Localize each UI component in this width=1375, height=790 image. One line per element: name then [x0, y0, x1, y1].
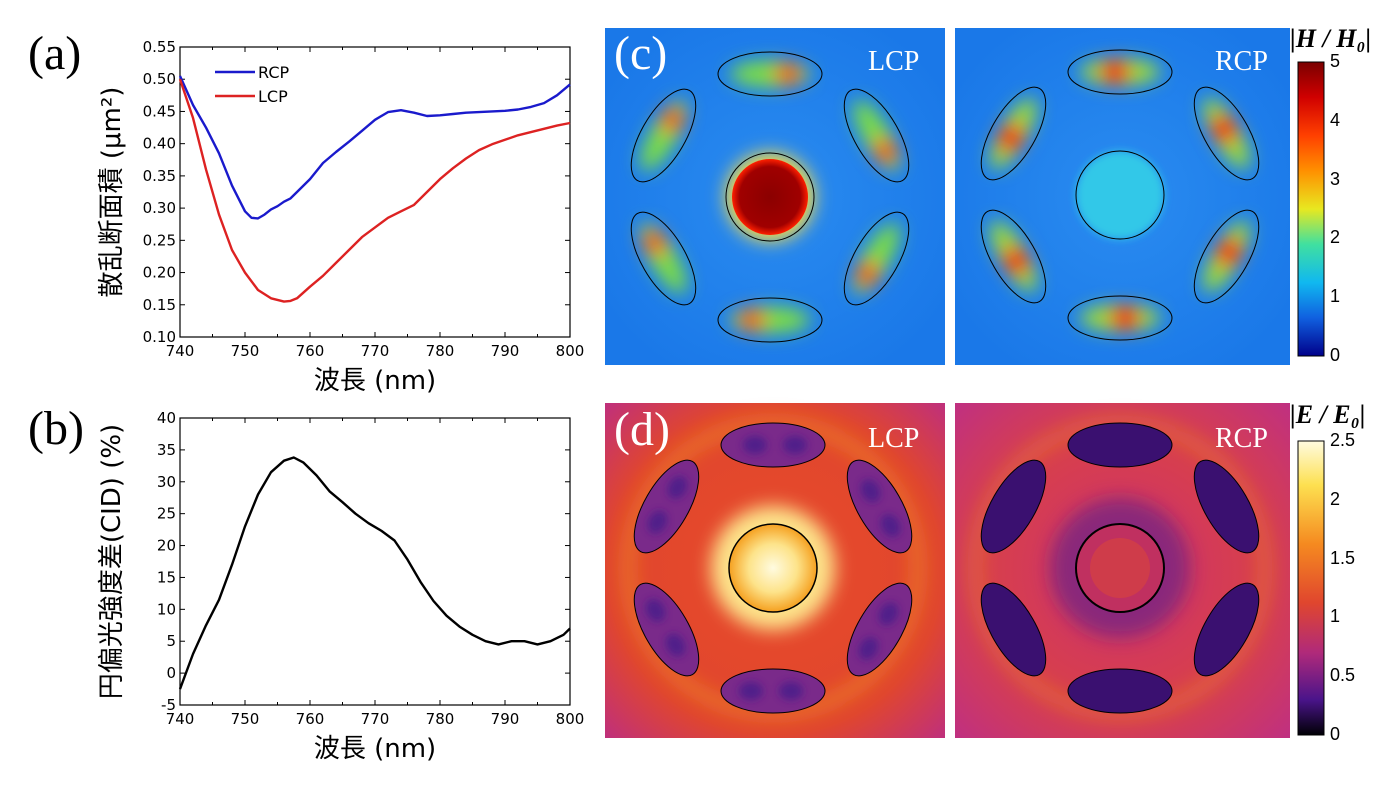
colorbar-tick-label: 0 [1330, 345, 1341, 365]
colorbar-h [1297, 61, 1325, 357]
colorbar-e [1297, 440, 1325, 736]
x-tick-label: 800 [556, 342, 585, 360]
y-tick-label: 0.30 [143, 199, 176, 217]
map-c-rcp-label: RCP [1215, 46, 1268, 77]
y-tick-label: 0.35 [143, 167, 176, 185]
chart-b-cid: 740 750 760 770 780 790 800 -5 0 5 10 15 20 25 30 35 40 波… [97, 409, 585, 764]
x-tick-label: 800 [556, 710, 585, 728]
y-tick-label: 0.40 [143, 135, 176, 153]
x-tick-label: 790 [491, 342, 520, 360]
map-d-rcp-label: RCP [1215, 423, 1268, 454]
y-tick-label: 0.20 [143, 264, 176, 282]
colorbar-tick-label: 2 [1330, 488, 1341, 509]
y-axis-label: 散乱断面積 (μm²) [97, 87, 127, 298]
y-tick-label: 5 [166, 632, 176, 650]
field-maps [605, 28, 1325, 738]
x-tick-label: 780 [426, 342, 455, 360]
x-tick-label: 770 [361, 710, 390, 728]
y-tick-label: 0.10 [143, 328, 176, 346]
colorbar-tick-label: 1 [1330, 606, 1341, 627]
plot-frame [179, 46, 571, 338]
y-tick-label: 0 [166, 664, 176, 682]
y-tick-label: 10 [157, 600, 176, 618]
map-d-lcp-label: LCP [868, 423, 920, 454]
y-tick-label: 35 [157, 441, 176, 459]
x-axis-label: 波長 (nm) [314, 734, 436, 764]
map-c-rcp [955, 28, 1290, 365]
x-tick-label: 740 [166, 710, 195, 728]
plot-frame [179, 417, 571, 706]
y-tick-label: 30 [157, 473, 176, 491]
y-tick-label: 0.55 [143, 38, 176, 56]
y-tick-label: 0.15 [143, 296, 176, 314]
x-tick-label: 780 [426, 710, 455, 728]
x-tick-label: 750 [231, 710, 260, 728]
x-tick-label: 760 [296, 342, 325, 360]
y-tick-label: 15 [157, 568, 176, 586]
y-tick-label: -5 [161, 696, 176, 714]
series-line-lcp [178, 78, 571, 303]
y-tick-label: 40 [157, 409, 176, 427]
y-tick-label: 0.50 [143, 70, 176, 88]
panel-label-d: (d) [614, 403, 670, 456]
legend-label-rcp: RCP [258, 63, 289, 82]
colorbar-tick-label: 0.5 [1330, 665, 1356, 686]
y-tick-label: 20 [157, 537, 176, 555]
colorbar-tick-label: 5 [1330, 51, 1341, 71]
x-tick-label: 790 [491, 710, 520, 728]
colorbar-tick-label: 1.5 [1330, 547, 1356, 568]
x-axis-label: 波長 (nm) [314, 366, 436, 396]
panel-label-b: (b) [28, 402, 84, 455]
map-d-lcp [605, 403, 945, 738]
panel-label-a: (a) [28, 27, 82, 80]
colorbar-tick-label: 1 [1330, 286, 1341, 307]
colorbar-h-title: |H / H₀| [1290, 24, 1372, 53]
y-tick-label: 0.25 [143, 231, 176, 249]
series-line-rcp [178, 75, 571, 220]
y-tick-label: 0.45 [143, 102, 176, 120]
colorbar-tick-label: 0 [1330, 724, 1341, 744]
colorbar-tick-label: 2 [1330, 227, 1341, 248]
x-tick-label: 770 [361, 342, 390, 360]
map-c-lcp-label: LCP [868, 46, 920, 77]
x-tick-label: 740 [166, 342, 195, 360]
colorbar-tick-label: 2.5 [1330, 430, 1356, 450]
x-tick-label: 750 [231, 342, 260, 360]
y-tick-label: 25 [157, 505, 176, 523]
x-tick-label: 760 [296, 710, 325, 728]
chart-a-scattering-cross-section: 740 750 760 770 780 790 800 0.10 0.15 0.20 0.25 0.3… [97, 38, 585, 396]
colorbar-tick-label: 3 [1330, 168, 1341, 189]
series-line-cid [178, 456, 571, 690]
legend-label-lcp: LCP [258, 87, 288, 106]
panel-label-c: (c) [614, 27, 668, 80]
colorbar-tick-label: 4 [1330, 109, 1341, 130]
map-d-rcp [955, 403, 1290, 738]
y-axis-label: 円偏光強度差(CID) (%) [97, 424, 127, 699]
colorbar-e-title: |E / E₀| [1290, 400, 1366, 429]
map-c-lcp [605, 28, 945, 365]
